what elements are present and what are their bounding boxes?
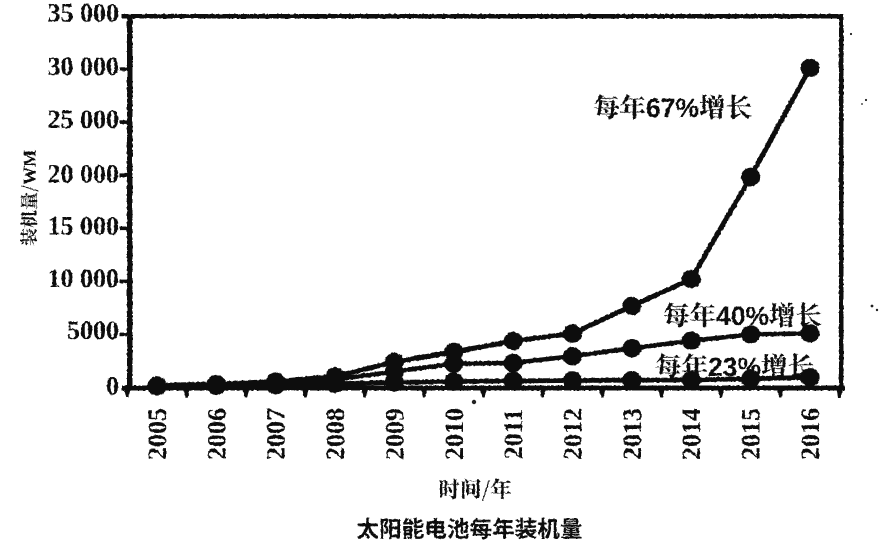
svg-text:30 000: 30 000 <box>48 52 120 81</box>
svg-text:0: 0 <box>106 372 119 401</box>
svg-text:2012: 2012 <box>559 408 588 460</box>
svg-text:10 000: 10 000 <box>48 264 120 293</box>
svg-text:2016: 2016 <box>796 408 825 460</box>
svg-text:20 000: 20 000 <box>48 160 120 189</box>
svg-text:2008: 2008 <box>321 408 350 460</box>
svg-text:2006: 2006 <box>202 408 231 460</box>
svg-text:2014: 2014 <box>677 408 706 460</box>
svg-text:2005: 2005 <box>143 408 172 460</box>
svg-text:25 000: 25 000 <box>48 105 120 134</box>
svg-text:35 000: 35 000 <box>48 0 120 28</box>
svg-text:2009: 2009 <box>380 408 409 460</box>
svg-text:2010: 2010 <box>440 408 469 460</box>
svg-text:2015: 2015 <box>737 408 766 460</box>
svg-text:2011: 2011 <box>499 409 528 460</box>
svg-text:2013: 2013 <box>618 408 647 460</box>
svg-text:15 000: 15 000 <box>48 212 120 241</box>
svg-text:5000: 5000 <box>67 316 119 345</box>
svg-text:2007: 2007 <box>262 408 291 460</box>
